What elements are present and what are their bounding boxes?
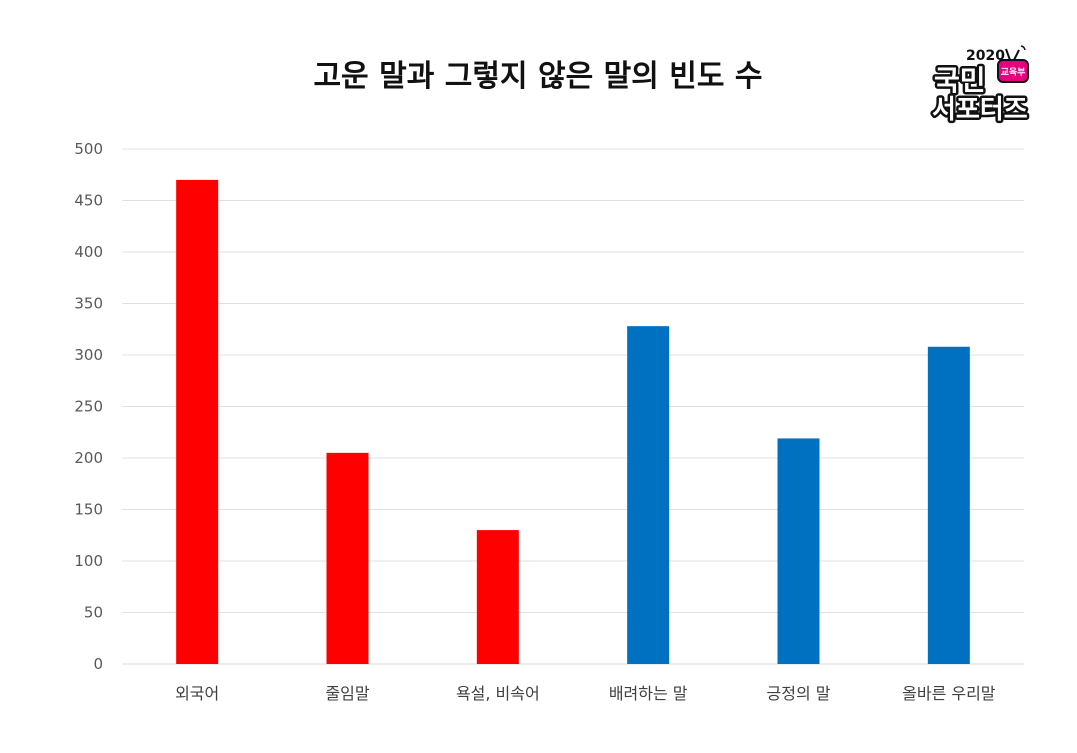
- logo-year: 2020: [966, 48, 1005, 64]
- x-category-label: 줄임말: [325, 684, 369, 703]
- bar: [777, 438, 820, 664]
- bar: [476, 530, 519, 664]
- x-category-label: 욕설, 비속어: [456, 684, 540, 703]
- logo-badge-text: 교육부: [1001, 67, 1026, 78]
- y-axis-tick-labels: 0 50 100 150 200 250 300 350 400 450 500: [74, 140, 103, 673]
- bars: [176, 179, 970, 664]
- x-category-label: 긍정의 말: [767, 684, 831, 703]
- logo-line1: 국민: [934, 64, 986, 97]
- x-category-label: 외국어: [175, 684, 219, 703]
- antenna-icon: [1005, 45, 1026, 61]
- x-axis-category-labels: 외국어 줄임말 욕설, 비속어 배려하는 말 긍정의 말 올바른 우리말: [175, 684, 996, 703]
- gridlines: [122, 148, 1024, 665]
- y-tick-label: 450: [74, 192, 103, 210]
- y-tick-label: 200: [74, 449, 103, 467]
- y-tick-label: 500: [74, 140, 103, 158]
- y-tick-label: 350: [74, 295, 103, 313]
- y-tick-label: 250: [74, 398, 103, 416]
- bar: [326, 452, 369, 664]
- bar: [176, 179, 219, 664]
- y-tick-label: 50: [84, 604, 103, 622]
- supporters-logo: 2020 교육부 국민 서포터즈: [930, 45, 1030, 128]
- y-tick-label: 300: [74, 346, 103, 364]
- logo-line2: 서포터즈: [932, 95, 1028, 125]
- logo-badge: [997, 59, 1029, 83]
- y-tick-label: 0: [93, 655, 103, 673]
- y-tick-label: 150: [74, 501, 103, 519]
- bar: [627, 326, 670, 664]
- x-category-label: 배려하는 말: [609, 684, 688, 703]
- chart-title: 고운 말과 그렇지 않은 말의 빈도 수: [313, 59, 762, 94]
- y-tick-label: 100: [74, 552, 103, 570]
- bar: [927, 346, 970, 664]
- x-category-label: 올바른 우리말: [902, 684, 996, 703]
- y-tick-label: 400: [74, 243, 103, 261]
